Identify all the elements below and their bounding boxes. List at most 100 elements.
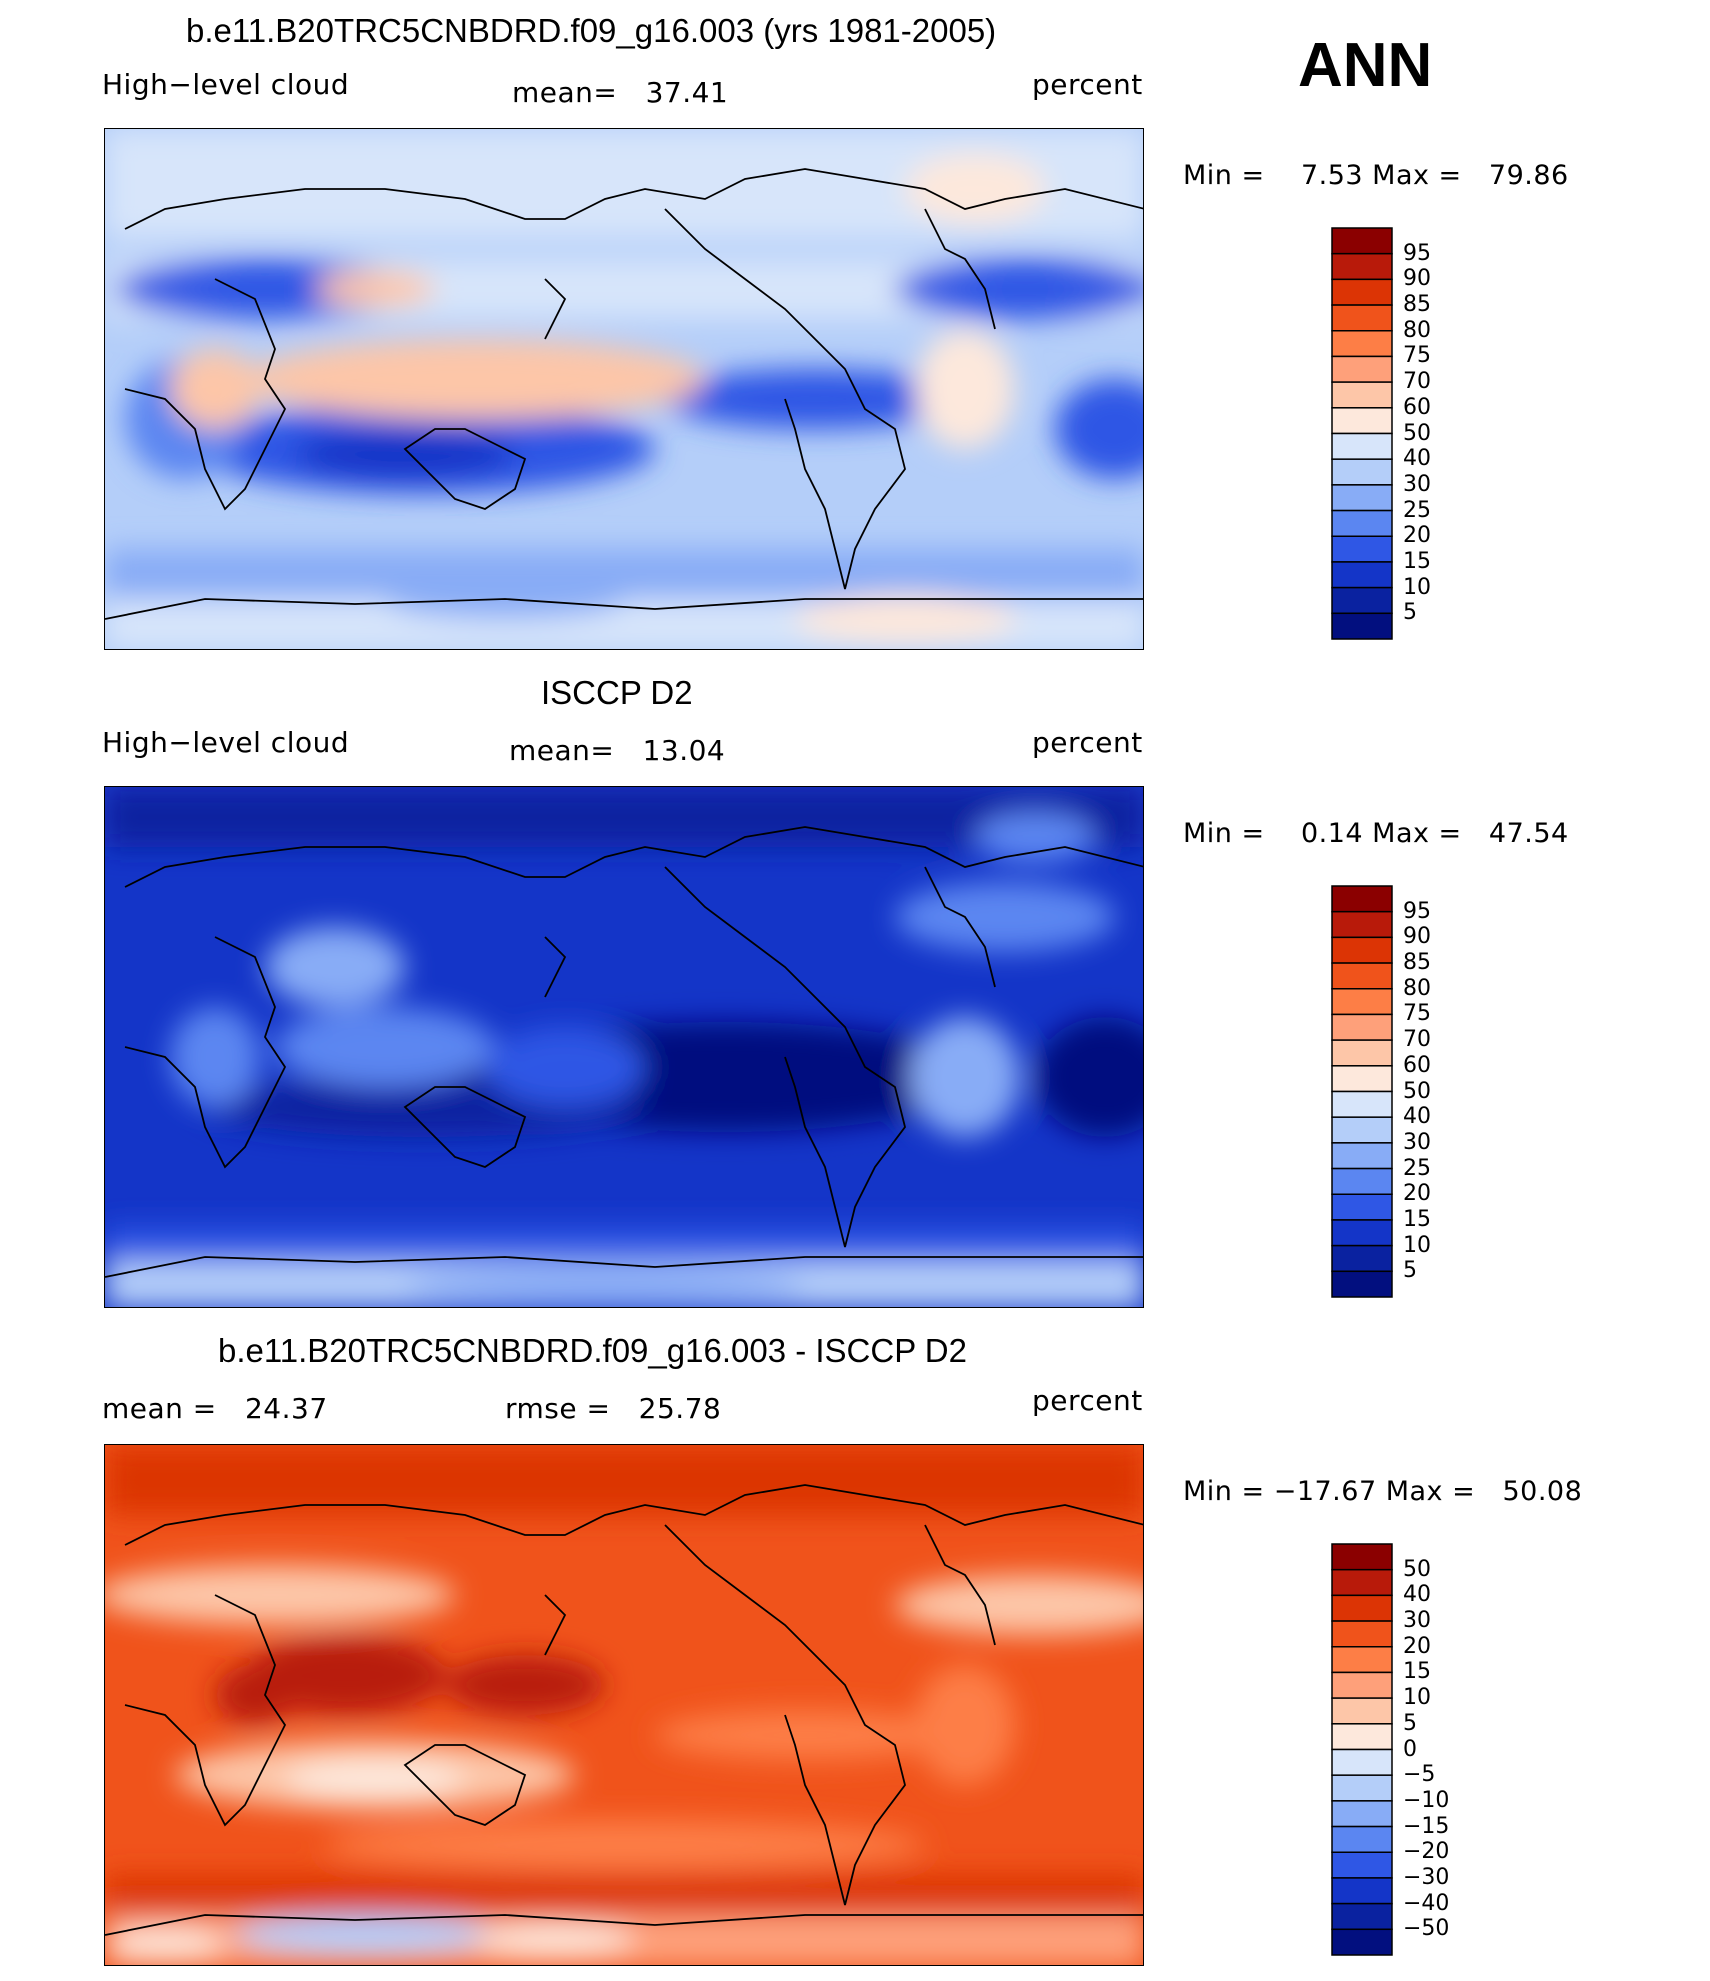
colorbar-swatch bbox=[1331, 1090, 1393, 1118]
colorbar-swatch bbox=[1331, 1774, 1393, 1802]
colorbar-swatch bbox=[1331, 509, 1393, 537]
colorbar-swatch bbox=[1331, 988, 1393, 1016]
colorbar-tick-label: 30 bbox=[1403, 471, 1431, 497]
colorbar-swatch bbox=[1331, 1270, 1393, 1298]
colorbar-tick-label: 20 bbox=[1403, 1181, 1431, 1207]
colorbar-tick-label: 50 bbox=[1403, 1556, 1431, 1582]
colorbar-swatch bbox=[1331, 227, 1393, 255]
colorbar-swatch bbox=[1331, 1219, 1393, 1247]
colorbar-swatch bbox=[1331, 885, 1393, 913]
colorbar-swatch bbox=[1331, 1193, 1393, 1221]
panel1-map bbox=[104, 128, 1144, 650]
colorbar-swatch bbox=[1331, 1594, 1393, 1622]
colorbar-swatch bbox=[1331, 1902, 1393, 1931]
panel2-mean-label: mean= 13.04 bbox=[509, 734, 726, 767]
colorbar-tick-label: −5 bbox=[1403, 1762, 1436, 1788]
colorbar-swatch bbox=[1331, 1877, 1393, 1905]
colorbar-swatch bbox=[1331, 252, 1393, 281]
colorbar-tick-label: 30 bbox=[1403, 1608, 1431, 1634]
colorbar-tick-label: 25 bbox=[1403, 1155, 1431, 1181]
colorbar-swatch bbox=[1331, 561, 1393, 589]
panel2-map bbox=[104, 786, 1144, 1308]
panel3-title: b.e11.B20TRC5CNBDRD.f09_g16.003 - ISCCP … bbox=[218, 1332, 967, 1369]
colorbar-swatch bbox=[1331, 1851, 1393, 1879]
colorbar-swatch bbox=[1331, 612, 1393, 640]
colorbar-swatch bbox=[1331, 1928, 1393, 1956]
colorbar-swatch bbox=[1331, 1620, 1393, 1648]
colorbar-tick-label: 50 bbox=[1403, 1078, 1431, 1104]
colorbar-swatch bbox=[1331, 381, 1393, 409]
panel3-minmax: Min = −17.67 Max = 50.08 bbox=[1183, 1476, 1583, 1507]
panel2-variable-label: High−level cloud bbox=[102, 726, 350, 759]
panel1-variable-label: High−level cloud bbox=[102, 68, 350, 101]
colorbar-tick-label: 5 bbox=[1403, 1258, 1417, 1284]
panel2-units-label: percent bbox=[1032, 726, 1143, 759]
colorbar-swatch bbox=[1331, 330, 1393, 358]
colorbar-swatch bbox=[1331, 1646, 1393, 1674]
colorbar-swatch bbox=[1331, 1825, 1393, 1853]
panel2-colorbar: 95 90 85 80 75 70 60 50 40 30 25 20 15 10 5 bbox=[1331, 885, 1431, 1298]
colorbar-tick-label: −20 bbox=[1403, 1839, 1450, 1865]
panel2-minmax: Min = 0.14 Max = 47.54 bbox=[1183, 818, 1569, 849]
colorbar-swatch bbox=[1331, 910, 1393, 939]
colorbar-tick-label: 0 bbox=[1403, 1736, 1417, 1762]
colorbar-swatch bbox=[1331, 432, 1393, 460]
colorbar-swatch bbox=[1331, 355, 1393, 383]
panel3-map bbox=[104, 1444, 1144, 1966]
colorbar-tick-label: −50 bbox=[1403, 1916, 1450, 1942]
colorbar-tick-label: 5 bbox=[1403, 1710, 1417, 1736]
colorbar-tick-label: 95 bbox=[1403, 898, 1431, 924]
colorbar-tick-label: 15 bbox=[1403, 1206, 1431, 1232]
colorbar-tick-label: 50 bbox=[1403, 420, 1431, 446]
colorbar-tick-label: 40 bbox=[1403, 1582, 1431, 1608]
season-label: ANN bbox=[1298, 31, 1433, 100]
colorbar-tick-label: 20 bbox=[1403, 523, 1431, 549]
colorbar-tick-label: 85 bbox=[1403, 292, 1431, 318]
colorbar-swatch bbox=[1331, 1748, 1393, 1776]
panel1-mean-label: mean= 37.41 bbox=[512, 76, 729, 109]
panel1-units-label: percent bbox=[1032, 68, 1143, 101]
colorbar-tick-label: 15 bbox=[1403, 548, 1431, 574]
colorbar-swatch bbox=[1331, 1039, 1393, 1067]
colorbar-graphic bbox=[1331, 885, 1393, 1298]
colorbar-swatch bbox=[1331, 586, 1393, 615]
colorbar-tick-label: 70 bbox=[1403, 1027, 1431, 1053]
colorbar-tick-label: 90 bbox=[1403, 266, 1431, 292]
colorbar-swatch bbox=[1331, 1800, 1393, 1828]
colorbar-tick-label: 95 bbox=[1403, 240, 1431, 266]
panel3-rmse-label: rmse = 25.78 bbox=[505, 1392, 722, 1425]
colorbar-swatch bbox=[1331, 1671, 1393, 1699]
panel3-units-label: percent bbox=[1032, 1384, 1143, 1417]
colorbar-swatch bbox=[1331, 458, 1393, 486]
panel1-title: b.e11.B20TRC5CNBDRD.f09_g16.003 (yrs 198… bbox=[186, 12, 997, 49]
colorbar-swatch bbox=[1331, 1013, 1393, 1041]
colorbar-tick-label: 40 bbox=[1403, 446, 1431, 472]
colorbar-tick-label: 70 bbox=[1403, 369, 1431, 395]
panel1-colorbar: 95 90 85 80 75 70 60 50 40 30 25 20 15 10 5 bbox=[1331, 227, 1431, 640]
colorbar-swatch bbox=[1331, 936, 1393, 964]
colorbar-tick-label: 25 bbox=[1403, 497, 1431, 523]
panel2-title: ISCCP D2 bbox=[541, 674, 693, 711]
colorbar-tick-label: 75 bbox=[1403, 1001, 1431, 1027]
colorbar-swatch bbox=[1331, 407, 1393, 435]
colorbar-graphic bbox=[1331, 1543, 1393, 1956]
colorbar-tick-label: 10 bbox=[1403, 1685, 1431, 1711]
colorbar-tick-label: −30 bbox=[1403, 1864, 1450, 1890]
colorbar-tick-label: 80 bbox=[1403, 317, 1431, 343]
colorbar-tick-label: 30 bbox=[1403, 1129, 1431, 1155]
colorbar-swatch bbox=[1331, 1116, 1393, 1144]
colorbar-swatch bbox=[1331, 1568, 1393, 1597]
panel1-minmax: Min = 7.53 Max = 79.86 bbox=[1183, 160, 1569, 191]
colorbar-tick-label: 60 bbox=[1403, 1052, 1431, 1078]
colorbar-swatch bbox=[1331, 1543, 1393, 1571]
colorbar-tick-label: 60 bbox=[1403, 394, 1431, 420]
colorbar-tick-label: 20 bbox=[1403, 1633, 1431, 1659]
colorbar-tick-label: 80 bbox=[1403, 975, 1431, 1001]
colorbar-tick-label: 75 bbox=[1403, 343, 1431, 369]
colorbar-swatch bbox=[1331, 1142, 1393, 1170]
colorbar-swatch bbox=[1331, 1697, 1393, 1725]
colorbar-tick-label: 15 bbox=[1403, 1659, 1431, 1685]
colorbar-swatch bbox=[1331, 1244, 1393, 1273]
colorbar-tick-label: −15 bbox=[1403, 1813, 1450, 1839]
colorbar-tick-label: 40 bbox=[1403, 1104, 1431, 1130]
